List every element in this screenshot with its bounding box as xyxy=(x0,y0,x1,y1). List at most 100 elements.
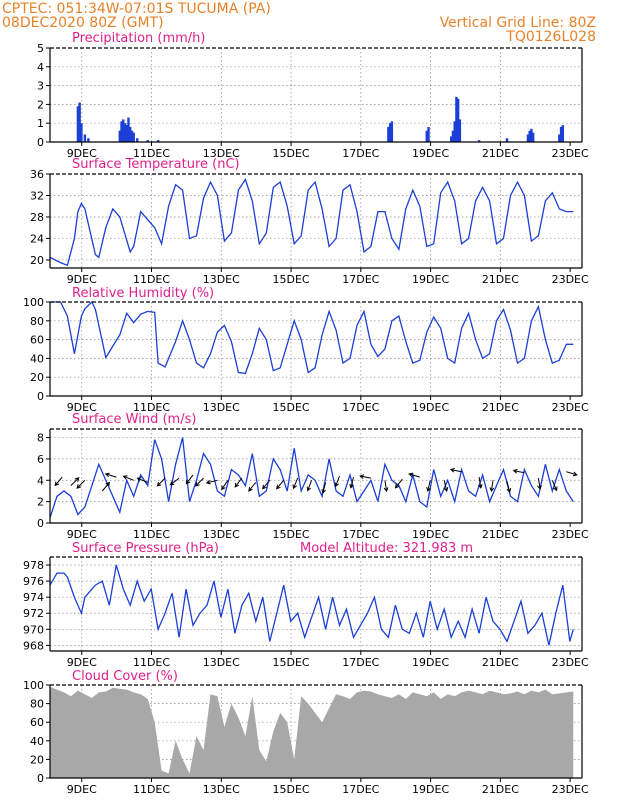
wind-arrow xyxy=(426,480,431,493)
precipitation-xtick-label: 21DEC xyxy=(482,147,519,160)
cloud-cover-ytick-label: 20 xyxy=(30,753,44,766)
precip-bar xyxy=(449,136,453,142)
precip-bar xyxy=(127,117,130,142)
model-altitude-label: Model Altitude: 321.983 m xyxy=(300,541,473,556)
pressure-xtick-label: 17DEC xyxy=(342,656,379,669)
pressure-ytick-label: 974 xyxy=(23,591,44,604)
cloud-cover-panel: Cloud Cover (%) 0 20 40 60 80 100 9DEC 11DEC 13D… xyxy=(23,669,589,796)
precipitation-xtick-label: 9DEC xyxy=(67,147,97,160)
wind-arrow xyxy=(76,479,86,489)
cloud-cover-xtick-label: 11DEC xyxy=(133,783,170,796)
humidity-ytick-label: 20 xyxy=(30,371,44,384)
wind-ytick-label: 8 xyxy=(37,432,44,445)
precipitation-xtick-label: 11DEC xyxy=(133,147,170,160)
humidity-title: Relative Humidity (%) xyxy=(72,286,214,301)
pressure-title: Surface Pressure (hPa) xyxy=(72,541,219,556)
temperature-xtick-label: 11DEC xyxy=(133,273,170,286)
wind-arrow xyxy=(394,478,403,489)
wind-arrow xyxy=(262,479,271,490)
cloud-cover-xtick-label: 15DEC xyxy=(273,783,310,796)
temperature-xtick-label: 15DEC xyxy=(273,273,310,286)
temperature-panel: Surface Temperature (nC) 20 24 28 32 36 9DEC 1… xyxy=(30,157,589,286)
humidity-xtick-label: 15DEC xyxy=(273,401,310,414)
precip-bar xyxy=(125,125,128,142)
wind-arrow xyxy=(169,477,180,486)
temperature-ytick-label: 32 xyxy=(30,189,44,202)
cloud-cover-xtick-label: 13DEC xyxy=(203,783,240,796)
humidity-panel: Relative Humidity (%) 0 20 40 60 80 100 9DEC 11… xyxy=(23,286,589,414)
temperature-xtick-label: 23DEC xyxy=(552,273,589,286)
precip-bar xyxy=(118,130,121,142)
pressure-ytick-label: 972 xyxy=(23,607,44,620)
temperature-xtick-label: 19DEC xyxy=(412,273,449,286)
wind-xtick-label: 23DEC xyxy=(552,528,589,541)
temperature-xtick-label: 13DEC xyxy=(203,273,240,286)
precip-bar xyxy=(87,138,90,142)
wind-arrow xyxy=(276,479,285,490)
humidity-xtick-label: 19DEC xyxy=(412,401,449,414)
precip-bar xyxy=(132,132,135,142)
humidity-ytick-label: 80 xyxy=(30,315,44,328)
precip-bar xyxy=(129,126,132,142)
cloud-cover-area xyxy=(50,686,574,778)
wind-xtick-label: 19DEC xyxy=(412,528,449,541)
wind-arrow xyxy=(306,480,313,492)
pressure-xtick-label: 15DEC xyxy=(273,656,310,669)
precip-bar xyxy=(528,130,531,142)
wind-xtick-label: 13DEC xyxy=(203,528,240,541)
header-line2-left: 08DEC2020 80Z (GMT) xyxy=(2,15,164,31)
pressure-ytick-label: 976 xyxy=(23,575,44,588)
pressure-xtick-label: 13DEC xyxy=(203,656,240,669)
precip-bar xyxy=(78,102,81,142)
pressure-xtick-label: 9DEC xyxy=(67,656,97,669)
pressure-ytick-label: 978 xyxy=(23,559,44,572)
temperature-ytick-label: 24 xyxy=(30,232,44,245)
wind-arrow xyxy=(54,476,63,487)
temperature-ytick-label: 20 xyxy=(30,254,44,267)
cloud-cover-ytick-label: 0 xyxy=(37,772,44,785)
precip-bar xyxy=(561,125,565,142)
wind-ytick-label: 6 xyxy=(37,453,44,466)
precip-bar xyxy=(455,96,458,142)
precip-bar xyxy=(451,130,455,142)
humidity-xtick-label: 23DEC xyxy=(552,401,589,414)
wind-arrow xyxy=(537,478,542,491)
wind-arrow xyxy=(349,476,354,489)
precip-bar xyxy=(526,134,530,142)
precipitation-ytick-label: 2 xyxy=(37,98,44,111)
precip-bar xyxy=(80,123,83,142)
cloud-cover-xtick-label: 9DEC xyxy=(67,783,97,796)
temperature-xtick-label: 21DEC xyxy=(482,273,519,286)
precip-bar xyxy=(156,140,160,142)
precip-bar xyxy=(390,121,394,142)
cloud-cover-ytick-label: 60 xyxy=(30,716,44,729)
wind-arrow xyxy=(221,480,229,491)
wind-ytick-label: 0 xyxy=(37,517,44,530)
cloud-cover-ytick-label: 100 xyxy=(23,679,44,692)
precip-bar xyxy=(531,132,535,142)
temperature-ytick-label: 28 xyxy=(30,211,44,224)
wind-arrow xyxy=(449,467,462,473)
precipitation-xtick-label: 19DEC xyxy=(412,147,449,160)
wind-arrow xyxy=(512,468,525,474)
wind-arrow xyxy=(185,474,194,485)
wind-arrow xyxy=(443,480,449,493)
precip-bar xyxy=(559,126,563,142)
precip-bar xyxy=(83,134,87,142)
precip-bar xyxy=(530,128,533,142)
precipitation-panel: Precipitation (mm/h) 0 1 2 3 4 5 9DEC 11DEC 13DE… xyxy=(37,31,589,160)
temperature-xtick-label: 17DEC xyxy=(342,273,379,286)
wind-arrow xyxy=(156,477,166,487)
precipitation-xtick-label: 15DEC xyxy=(273,147,310,160)
wind-arrow xyxy=(292,477,299,490)
temperature-xtick-label: 9DEC xyxy=(67,273,97,286)
wind-series-line xyxy=(49,437,574,518)
wind-arrow xyxy=(408,472,420,478)
wind-arrow xyxy=(489,480,495,493)
humidity-xtick-label: 13DEC xyxy=(203,401,240,414)
pressure-xtick-label: 19DEC xyxy=(412,656,449,669)
wind-xtick-label: 17DEC xyxy=(342,528,379,541)
humidity-ytick-label: 40 xyxy=(30,352,44,365)
humidity-series-line xyxy=(50,300,574,375)
precipitation-xtick-label: 13DEC xyxy=(203,147,240,160)
